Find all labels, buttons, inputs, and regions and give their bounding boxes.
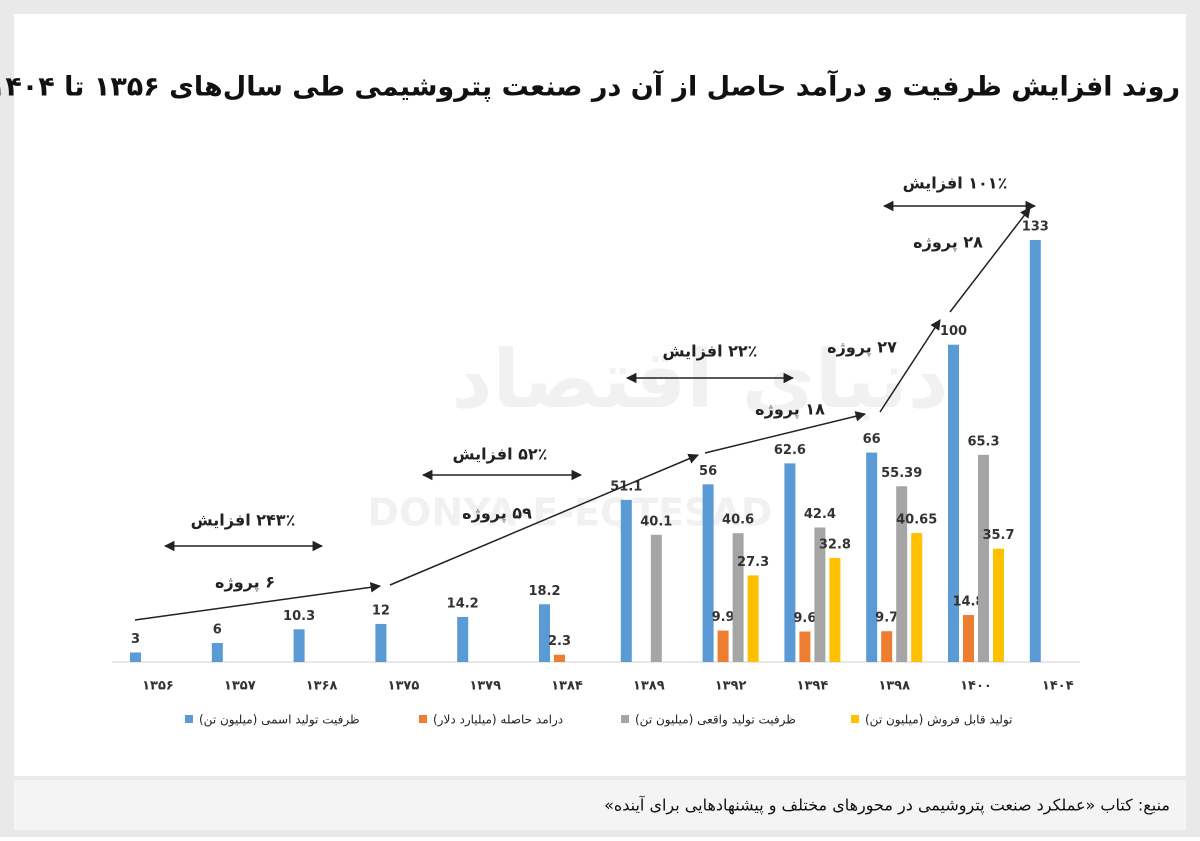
x-tick-label: ۱۳۹۲	[715, 679, 747, 694]
value-label: 133	[1022, 220, 1049, 235]
legend-label: درامد حاصله (میلیارد دلار)	[433, 713, 563, 728]
value-label: 66	[863, 432, 881, 447]
x-tick-label: ۱۳۷۹	[469, 679, 501, 694]
x-tick-label: ۱۳۶۸	[306, 679, 338, 694]
bar	[784, 463, 796, 662]
trend-arrow	[389, 453, 699, 586]
legend-swatch	[419, 715, 427, 723]
bar	[1029, 240, 1041, 662]
chart-title: روند افزایش ظرفیت و درآمد حاصل از آن در …	[0, 70, 1180, 103]
value-label: 100	[940, 324, 967, 339]
trend-arrow	[704, 411, 867, 454]
bar	[211, 642, 223, 662]
annotation: ۵۹ پروژه	[462, 504, 532, 524]
x-tick-label: ۱۳۸۹	[633, 679, 665, 694]
annotation: ۲۷ پروژه	[827, 338, 897, 358]
x-tick-label: ۱۳۵۷	[224, 679, 256, 694]
x-tick-label: ۱۴۰۰	[960, 679, 992, 694]
value-label: 14.8	[952, 595, 984, 610]
value-label: 35.7	[982, 528, 1014, 543]
bar	[866, 452, 878, 662]
annotation: ۲۲٪ افزایش	[663, 342, 758, 361]
value-label: 6	[213, 622, 222, 637]
value-label: 40.65	[896, 513, 937, 528]
value-label: 65.3	[967, 434, 999, 449]
value-label: 2.3	[548, 634, 571, 649]
x-tick-label: ۱۳۹۴	[797, 679, 829, 694]
value-label: 40.1	[640, 514, 672, 529]
bar	[650, 534, 662, 662]
source: منبع: کتاب «عملکرد صنعت پتروشیمی در محور…	[604, 796, 1170, 816]
bar	[702, 484, 714, 662]
legend-swatch	[851, 715, 859, 723]
bar	[963, 615, 974, 662]
annotation: ۲۴۳٪ افزایش	[191, 511, 296, 530]
bar	[747, 575, 759, 662]
value-label: 9.6	[793, 611, 816, 626]
legend-swatch	[621, 715, 629, 723]
value-label: 18.2	[528, 584, 560, 599]
trend-arrow	[134, 582, 382, 621]
bar	[620, 499, 632, 662]
bar	[993, 548, 1004, 662]
bar	[554, 654, 565, 662]
annotation: ۱۸ پروژه	[755, 400, 825, 420]
value-label: 40.6	[722, 513, 754, 528]
bar	[457, 616, 469, 662]
value-label: 55.39	[881, 466, 922, 481]
bar	[829, 557, 841, 662]
legend-swatch	[185, 715, 193, 723]
bar	[130, 652, 141, 662]
bar	[799, 631, 811, 662]
value-label: 12	[372, 603, 390, 618]
footer	[14, 780, 1186, 830]
legend-label: ظرفیت تولید واقعی (میلیون تن)	[635, 713, 796, 728]
value-label: 56	[699, 464, 717, 479]
annotation: ۵۲٪ افزایش	[453, 445, 548, 464]
annotation: ۱۰۱٪ افزایش	[903, 174, 1008, 193]
bar	[717, 630, 729, 662]
bar	[732, 533, 744, 662]
bar	[911, 533, 923, 662]
x-tick-label: ۱۳۹۸	[878, 679, 910, 694]
card	[14, 14, 1186, 776]
value-label: 14.2	[447, 596, 479, 611]
bar	[881, 631, 893, 662]
bar	[375, 623, 387, 662]
annotation: ۶ پروژه	[215, 573, 275, 593]
bar	[814, 527, 826, 662]
bar	[978, 454, 989, 662]
x-tick-label: ۱۳۷۵	[388, 679, 420, 694]
legend-label: تولید قابل فروش (میلیون تن)	[865, 713, 1013, 728]
trend-arrow	[949, 207, 1031, 313]
x-tick-label: ۱۴۰۴	[1042, 679, 1074, 694]
value-label: 42.4	[804, 507, 836, 522]
bar	[896, 486, 908, 662]
value-label: 9.7	[875, 611, 898, 626]
bar	[293, 629, 305, 662]
value-label: 10.3	[283, 609, 315, 624]
value-label: 32.8	[819, 537, 851, 552]
value-label: 51.1	[610, 479, 642, 494]
annotation: ۲۸ پروژه	[913, 233, 983, 253]
value-label: 27.3	[737, 555, 769, 570]
legend-label: ظرفیت تولید اسمی (میلیون تن)	[199, 713, 360, 728]
trend-arrow	[879, 319, 941, 413]
value-label: 9.9	[712, 610, 735, 625]
bar	[948, 344, 959, 662]
bar	[539, 604, 550, 662]
value-label: 3	[131, 632, 140, 647]
x-tick-label: ۱۳۵۶	[142, 679, 174, 694]
x-tick-label: ۱۳۸۴	[551, 679, 583, 694]
value-label: 62.6	[774, 443, 806, 458]
